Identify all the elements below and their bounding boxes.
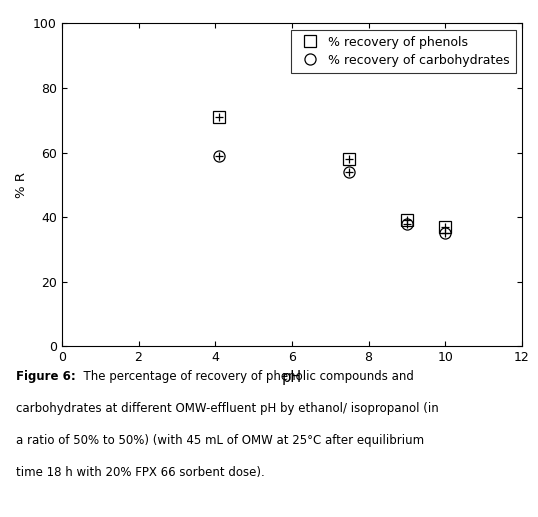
Y-axis label: % R: % R [15,172,27,198]
Text: a ratio of 50% to 50%) (with 45 mL of OMW at 25°C after equilibrium: a ratio of 50% to 50%) (with 45 mL of OM… [16,434,424,447]
Text: carbohydrates at different OMW-effluent pH by ethanol/ isopropanol (in: carbohydrates at different OMW-effluent … [16,402,439,415]
Text: Figure 6:: Figure 6: [16,370,76,383]
Text: The percentage of recovery of phenolic compounds and: The percentage of recovery of phenolic c… [76,370,414,383]
X-axis label: pH: pH [282,370,302,385]
Legend: % recovery of phenols, % recovery of carbohydrates: % recovery of phenols, % recovery of car… [292,29,515,73]
Text: time 18 h with 20% FPX 66 sorbent dose).: time 18 h with 20% FPX 66 sorbent dose). [16,466,265,479]
